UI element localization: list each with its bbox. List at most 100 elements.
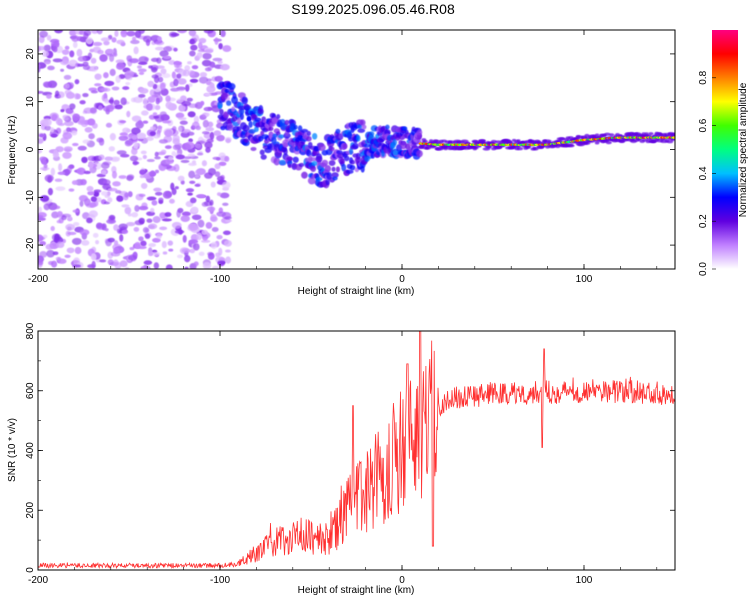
heatmap-cell xyxy=(110,251,121,257)
heatmap-cell xyxy=(193,261,199,267)
heatmap-cell xyxy=(119,153,130,158)
heatmap-cell xyxy=(605,141,612,145)
heatmap-cell xyxy=(140,240,147,247)
heatmap-cell xyxy=(108,99,114,104)
heatmap-cell xyxy=(205,195,211,203)
heatmap-cell xyxy=(161,241,167,249)
heatmap-cell xyxy=(175,154,186,160)
heatmap-cell xyxy=(203,30,214,34)
heatmap-cell xyxy=(224,216,232,220)
colorbar-tick-label: 0.2 xyxy=(698,214,709,228)
heatmap-cell xyxy=(254,117,262,123)
heatmap-cell xyxy=(75,93,81,100)
heatmap-cell xyxy=(183,156,191,160)
heatmap-cell xyxy=(224,156,230,162)
heatmap-cell xyxy=(141,110,149,116)
y-tick-label: 800 xyxy=(25,322,36,339)
heatmap-cell xyxy=(190,44,198,51)
heatmap-cell xyxy=(42,50,50,57)
heatmap-cell xyxy=(506,140,513,144)
heatmap-cell xyxy=(104,194,110,199)
heatmap-cell xyxy=(146,136,154,141)
heatmap-cell xyxy=(95,240,100,245)
heatmap-x-ticks: -200 -100 0 100 xyxy=(28,30,658,285)
heatmap-cell xyxy=(108,146,115,152)
heatmap-cell xyxy=(84,127,93,133)
heatmap-cell xyxy=(248,120,253,128)
heatmap-cell xyxy=(104,228,109,232)
heatmap-cell xyxy=(103,98,109,102)
heatmap-cell xyxy=(190,206,199,213)
heatmap-cell xyxy=(286,156,294,161)
heatmap-cell xyxy=(111,170,118,179)
heatmap-cell xyxy=(226,123,234,131)
heatmap-cell xyxy=(197,144,203,150)
heatmap-cell xyxy=(201,160,208,167)
heatmap-cell xyxy=(55,117,62,126)
heatmap-cell xyxy=(138,93,146,98)
heatmap-cell xyxy=(301,171,308,179)
heatmap-cell xyxy=(666,140,674,144)
heatmap-cell xyxy=(169,198,175,204)
colorbar-tick-label: 0.0 xyxy=(698,262,709,276)
x-tick-label: -200 xyxy=(28,274,48,285)
heatmap-cell xyxy=(127,191,133,198)
heatmap-cell xyxy=(114,104,123,110)
heatmap-cell xyxy=(42,167,48,171)
heatmap-x-axis-label: Height of straight line (km) xyxy=(298,286,415,297)
heatmap-cell xyxy=(74,246,82,255)
heatmap-cell xyxy=(113,99,120,106)
heatmap-cell xyxy=(189,78,199,83)
heatmap-cell xyxy=(153,75,160,84)
heatmap-cell xyxy=(173,47,178,52)
heatmap-cell xyxy=(46,249,55,258)
heatmap-cell xyxy=(39,195,50,202)
heatmap-cell xyxy=(361,124,367,130)
heatmap-cell xyxy=(196,52,203,59)
heatmap-cell xyxy=(112,259,119,266)
heatmap-cell xyxy=(146,218,153,223)
heatmap-cell xyxy=(162,251,168,255)
heatmap-cell xyxy=(138,119,143,126)
heatmap-cell xyxy=(39,240,46,246)
heatmap-cell xyxy=(140,150,147,155)
heatmap-cell xyxy=(335,128,341,135)
heatmap-cell xyxy=(192,121,200,129)
heatmap-cell xyxy=(164,212,172,217)
snr-y-axis-label: SNR (10 * v/v) xyxy=(7,418,18,482)
heatmap-cell xyxy=(38,217,46,221)
heatmap-cell xyxy=(202,261,212,269)
heatmap-cell xyxy=(221,92,228,100)
heatmap-cell xyxy=(71,130,78,136)
heatmap-cell xyxy=(126,30,136,37)
heatmap-cell xyxy=(189,248,196,254)
heatmap-cell xyxy=(111,37,117,43)
heatmap-cell xyxy=(47,187,54,196)
heatmap-cell xyxy=(339,158,346,165)
heatmap-cell xyxy=(174,186,179,190)
heatmap-cell xyxy=(131,115,142,122)
heatmap-cell xyxy=(82,93,89,98)
heatmap-cell xyxy=(250,146,257,152)
heatmap-cell xyxy=(81,239,90,246)
heatmap-cell xyxy=(187,111,196,118)
heatmap-cell xyxy=(147,80,155,88)
heatmap-cell xyxy=(185,188,195,193)
heatmap-cell xyxy=(115,59,125,64)
heatmap-cell xyxy=(147,96,156,103)
heatmap-cell xyxy=(77,56,87,62)
heatmap-cell xyxy=(191,65,199,70)
heatmap-cell xyxy=(138,71,145,75)
colorbar: 0.0 0.2 0.4 0.6 0.8 Normalized spectral ampl… xyxy=(698,30,749,276)
heatmap-cell xyxy=(163,46,173,52)
heatmap-cell xyxy=(105,108,110,115)
heatmap-cell xyxy=(61,215,67,221)
heatmap-cell xyxy=(52,58,63,63)
heatmap-cell xyxy=(91,260,96,269)
heatmap-cell xyxy=(60,68,65,72)
heatmap-cell xyxy=(92,41,103,47)
heatmap-cell xyxy=(222,111,230,119)
heatmap-cell xyxy=(165,264,173,269)
x-tick-label: 100 xyxy=(576,274,593,285)
heatmap-cell xyxy=(136,132,147,140)
